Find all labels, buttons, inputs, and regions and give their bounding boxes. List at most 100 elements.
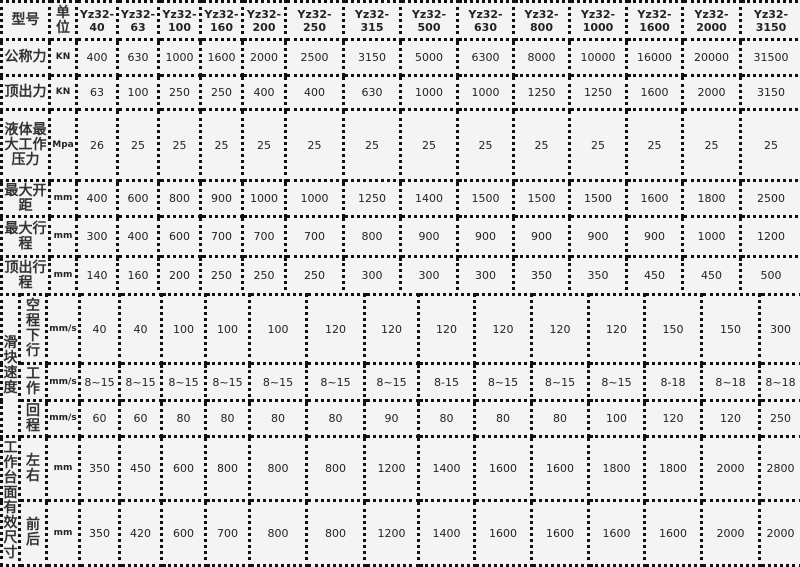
sub-label: 空程下行 (20, 295, 47, 364)
value-cell: 80 (307, 401, 365, 437)
value-cell: 8-18 (645, 364, 702, 401)
value-cell: 900 (514, 217, 570, 257)
model-header: Yz32- 1000 (570, 2, 627, 40)
value-cell: 26 (77, 110, 118, 181)
model-header: Yz32- 800 (514, 2, 570, 40)
value-cell: 350 (80, 501, 120, 566)
value-cell: 1800 (683, 181, 741, 217)
value-cell: 80 (475, 401, 532, 437)
value-cell: 600 (162, 501, 206, 566)
value-cell: 800 (159, 181, 201, 217)
row-unit: mm (50, 181, 77, 217)
value-cell: 450 (627, 257, 683, 295)
value-cell: 8~15 (307, 364, 365, 401)
value-cell: 400 (243, 76, 286, 110)
value-cell: 700 (286, 217, 344, 257)
value-cell: 160 (118, 257, 159, 295)
model-header: Yz32- 500 (401, 2, 458, 40)
value-cell: 60 (120, 401, 162, 437)
value-cell: 630 (118, 40, 159, 76)
value-cell: 1400 (419, 501, 475, 566)
value-cell: 900 (201, 181, 243, 217)
value-cell: 8~15 (120, 364, 162, 401)
model-header: Yz32- 2000 (683, 2, 741, 40)
model-header: Yz32- 3150 (741, 2, 800, 40)
value-cell: 80 (532, 401, 589, 437)
value-cell: 300 (77, 217, 118, 257)
value-cell: 630 (344, 76, 401, 110)
value-cell: 420 (120, 501, 162, 566)
model-header: Yz32- 200 (243, 2, 286, 40)
value-cell: 1000 (458, 76, 514, 110)
value-cell: 250 (201, 76, 243, 110)
value-cell: 900 (401, 217, 458, 257)
value-cell: 900 (627, 217, 683, 257)
value-cell: 800 (307, 501, 365, 566)
value-cell: 1600 (627, 76, 683, 110)
group-label: 工作台面有效尺寸 (2, 437, 20, 566)
value-cell: 150 (702, 295, 760, 364)
value-cell: 25 (118, 110, 159, 181)
value-cell: 700 (201, 217, 243, 257)
value-cell: 25 (458, 110, 514, 181)
value-cell: 400 (286, 76, 344, 110)
value-cell: 800 (206, 437, 250, 501)
value-cell: 1400 (419, 437, 475, 501)
value-cell: 8~18 (760, 364, 800, 401)
value-cell: 1600 (532, 437, 589, 501)
row-label: 液体最大工作压力 (2, 110, 50, 181)
value-cell: 25 (201, 110, 243, 181)
value-cell: 25 (741, 110, 800, 181)
row-label: 顶出力 (2, 76, 50, 110)
value-cell: 600 (159, 217, 201, 257)
value-cell: 80 (162, 401, 206, 437)
model-header: Yz32- 160 (201, 2, 243, 40)
sub-label: 回程 (20, 401, 47, 437)
value-cell: 300 (458, 257, 514, 295)
value-cell: 5000 (401, 40, 458, 76)
value-cell: 700 (243, 217, 286, 257)
value-cell: 8~18 (702, 364, 760, 401)
value-cell: 900 (458, 217, 514, 257)
value-cell: 1200 (741, 217, 800, 257)
value-cell: 3150 (344, 40, 401, 76)
row-unit: mm (47, 501, 80, 566)
value-cell: 1000 (683, 217, 741, 257)
group-label: 滑块速度 (2, 295, 20, 437)
value-cell: 8~15 (250, 364, 307, 401)
value-cell: 450 (683, 257, 741, 295)
value-cell: 2000 (760, 501, 800, 566)
value-cell: 300 (344, 257, 401, 295)
value-cell: 250 (159, 76, 201, 110)
value-cell: 1800 (589, 437, 645, 501)
value-cell: 2800 (760, 437, 800, 501)
sub-label: 左右 (20, 437, 47, 501)
value-cell: 300 (401, 257, 458, 295)
row-unit: mm/s (47, 364, 80, 401)
model-header: Yz32- 630 (458, 2, 514, 40)
value-cell: 600 (162, 437, 206, 501)
value-cell: 3150 (741, 76, 800, 110)
value-cell: 8~15 (365, 364, 419, 401)
value-cell: 8~15 (589, 364, 645, 401)
row-label: 顶出行程 (2, 257, 50, 295)
value-cell: 350 (80, 437, 120, 501)
value-cell: 8~15 (162, 364, 206, 401)
value-cell: 120 (365, 295, 419, 364)
value-cell: 250 (760, 401, 800, 437)
value-cell: 25 (401, 110, 458, 181)
row-unit: mm (50, 217, 77, 257)
value-cell: 1500 (514, 181, 570, 217)
value-cell: 350 (514, 257, 570, 295)
value-cell: 150 (645, 295, 702, 364)
value-cell: 120 (645, 401, 702, 437)
value-cell: 200 (159, 257, 201, 295)
row-label: 公称力 (2, 40, 50, 76)
